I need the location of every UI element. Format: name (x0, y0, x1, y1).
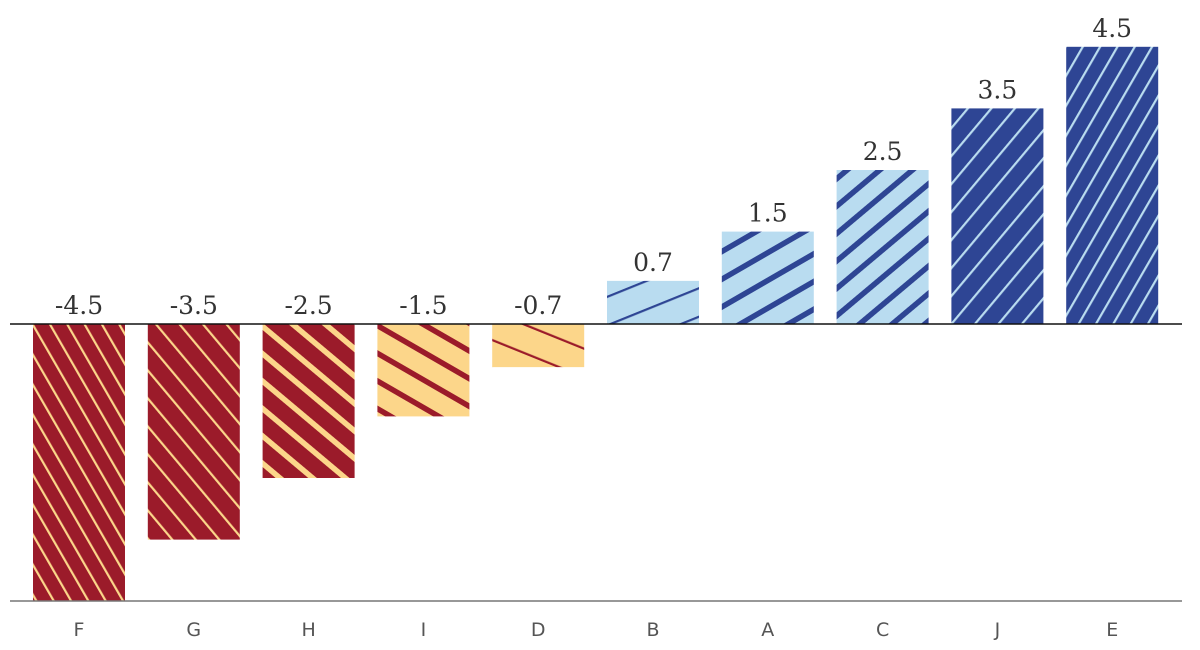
category-label-B: B (646, 619, 659, 641)
bar-D (492, 324, 585, 368)
bar-A (721, 231, 814, 324)
category-label-I: I (421, 619, 427, 641)
value-label-E: 4.5 (1092, 14, 1132, 43)
bar-C (836, 170, 929, 324)
bars-group (33, 46, 1159, 602)
category-label-C: C (876, 619, 889, 641)
bar-G (147, 324, 240, 540)
value-label-A: 1.5 (748, 199, 788, 228)
bar-H (262, 324, 355, 478)
category-label-J: J (994, 619, 1001, 641)
category-label-G: G (186, 619, 201, 641)
value-label-D: -0.7 (514, 291, 562, 320)
category-label-A: A (761, 619, 774, 641)
value-label-J: 3.5 (978, 75, 1018, 104)
bar-E (1066, 46, 1159, 325)
category-label-E: E (1106, 619, 1118, 641)
value-label-C: 2.5 (863, 137, 903, 166)
value-labels-group: -4.5 -3.5 -2.5 -1.5 -0.7 0.7 1.5 2.5 3.5 4.5 (55, 14, 1132, 320)
value-label-F: -4.5 (55, 291, 103, 320)
category-label-D: D (531, 619, 546, 641)
bar-I (377, 324, 470, 417)
bar-B (607, 280, 699, 324)
value-label-H: -2.5 (284, 291, 332, 320)
category-label-H: H (301, 619, 315, 641)
bar-F (33, 324, 125, 602)
category-label-F: F (74, 619, 85, 641)
value-label-B: 0.7 (633, 248, 673, 277)
bar-J (951, 108, 1044, 325)
value-label-G: -3.5 (170, 291, 218, 320)
value-label-I: -1.5 (399, 291, 447, 320)
